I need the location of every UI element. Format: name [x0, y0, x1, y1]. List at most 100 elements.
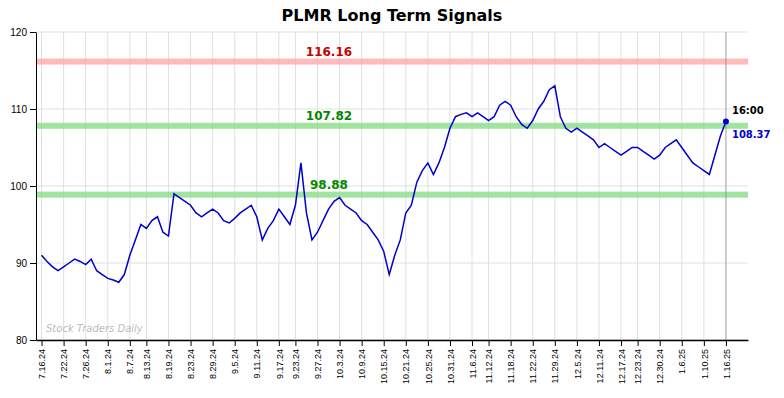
band-label: 107.82	[306, 109, 352, 123]
x-grid-line	[63, 32, 64, 340]
x-tick-label: 10.21.24	[401, 349, 411, 384]
band-label: 116.16	[306, 45, 352, 59]
x-tick-label: 7.16.24	[37, 349, 47, 379]
x-tick-label: 9.27.24	[313, 349, 323, 379]
x-tick: 10.25.24	[424, 340, 434, 384]
x-tick: 7.16.24	[37, 340, 47, 379]
x-tick: 8.23.24	[186, 340, 196, 379]
x-tick-label: 12.23.24	[633, 349, 643, 384]
last-time-label: 16:00	[732, 105, 764, 116]
x-tick: 7.22.24	[59, 340, 69, 379]
x-tick: 11.22.24	[528, 340, 538, 383]
x-axis-line	[37, 340, 749, 342]
x-tick-mark	[406, 340, 407, 346]
x-tick-label: 9.5.24	[230, 349, 240, 374]
x-tick: 10.3.24	[335, 340, 345, 379]
y-tick-label: 110	[11, 104, 27, 115]
x-grid-line	[190, 32, 191, 340]
x-grid-line	[278, 32, 279, 340]
x-tick-mark	[726, 340, 727, 346]
x-tick-mark	[682, 340, 683, 346]
x-grid-line	[427, 32, 428, 340]
last-value-label: 108.37	[732, 129, 771, 140]
y-tick: 80	[16, 335, 36, 346]
x-tick-mark	[213, 340, 214, 346]
x-grid-line	[532, 32, 533, 340]
x-tick-label: 9.11.24	[252, 349, 262, 378]
x-grid-line	[725, 32, 726, 340]
y-grid-line	[36, 340, 748, 341]
x-axis: 7.16.247.22.247.26.248.1.248.7.248.13.24…	[37, 340, 749, 384]
x-tick-mark	[428, 340, 429, 346]
y-tick-label: 80	[16, 335, 28, 346]
x-tick: 12.23.24	[633, 340, 643, 384]
y-grid-line	[36, 109, 748, 110]
x-grid-line	[659, 32, 660, 340]
x-grid-line	[383, 32, 384, 340]
x-tick-mark	[489, 340, 490, 346]
x-grid-line	[681, 32, 682, 340]
x-tick: 9.23.24	[291, 340, 301, 379]
x-grid-line	[576, 32, 577, 340]
y-axis-line	[36, 33, 37, 341]
x-tick-mark	[295, 340, 296, 346]
x-tick-mark	[42, 340, 43, 346]
x-tick-mark	[577, 340, 578, 346]
x-tick: 12.17.24	[617, 340, 627, 384]
x-grid-line	[295, 32, 296, 340]
x-tick: 8.13.24	[142, 340, 152, 379]
x-grid-line	[472, 32, 473, 340]
y-tick-mark	[30, 109, 36, 110]
x-tick-label: 11.22.24	[528, 349, 538, 383]
x-grid-line	[405, 32, 406, 340]
x-grid-line	[129, 32, 130, 340]
price-line	[42, 86, 726, 282]
x-tick-label: 10.15.24	[379, 349, 389, 384]
x-tick: 10.31.24	[446, 340, 456, 384]
y-tick-mark	[30, 186, 36, 187]
x-tick-mark	[599, 340, 600, 346]
x-tick-label: 10.31.24	[446, 349, 456, 384]
x-tick: 1.10.25	[699, 340, 709, 379]
y-grid-line	[36, 32, 748, 33]
x-tick-mark	[191, 340, 192, 346]
x-tick-mark	[362, 340, 363, 346]
title: PLMR Long Term Signals	[282, 6, 503, 25]
x-tick-mark	[130, 340, 131, 346]
x-tick-mark	[317, 340, 318, 346]
x-tick-mark	[168, 340, 169, 346]
x-tick: 10.21.24	[401, 340, 411, 384]
x-grid-line	[85, 32, 86, 340]
x-tick-label: 1.16.25	[722, 349, 732, 379]
x-tick-label: 9.23.24	[291, 349, 301, 379]
x-grid-line	[703, 32, 704, 340]
x-tick-mark	[621, 340, 622, 346]
x-tick: 12.5.24	[573, 340, 583, 379]
x-tick-mark	[108, 340, 109, 346]
x-tick-label: 8.23.24	[186, 349, 196, 379]
x-tick-mark	[235, 340, 236, 346]
x-tick-label: 1.10.25	[699, 349, 709, 379]
x-tick-mark	[146, 340, 147, 346]
plot-area	[36, 32, 748, 340]
x-grid-line	[554, 32, 555, 340]
x-tick-label: 12.17.24	[617, 349, 627, 384]
x-tick-label: 11.18.24	[506, 349, 516, 383]
x-tick-label: 8.29.24	[208, 349, 218, 379]
x-tick-label: 10.9.24	[357, 349, 367, 379]
x-tick-mark	[450, 340, 451, 346]
x-tick-label: 12.5.24	[573, 349, 583, 379]
x-tick-mark	[638, 340, 639, 346]
x-tick-mark	[472, 340, 473, 346]
band-label: 98.88	[310, 178, 348, 192]
x-tick-label: 12.30.24	[655, 349, 665, 384]
signal-band	[36, 59, 748, 65]
y-tick-mark	[30, 32, 36, 33]
x-grid-line	[107, 32, 108, 340]
x-tick-mark	[511, 340, 512, 346]
last-point-line	[725, 32, 726, 340]
signal-band	[36, 192, 748, 198]
y-tick-label: 120	[10, 27, 27, 38]
x-tick-mark	[704, 340, 705, 346]
x-tick: 8.7.24	[125, 340, 135, 374]
